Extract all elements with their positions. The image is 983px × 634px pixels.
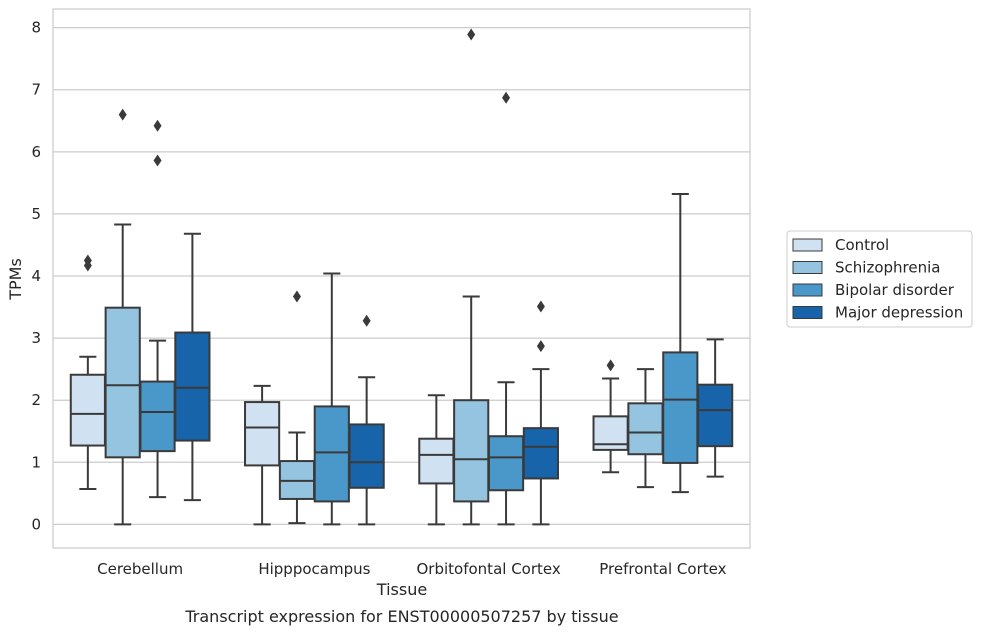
x-tick-label: Prefrontal Cortex xyxy=(599,560,726,578)
box xyxy=(487,435,525,492)
box-group xyxy=(522,300,559,526)
box-group xyxy=(348,314,385,526)
legend-label: Control xyxy=(835,236,889,254)
outlier-point xyxy=(536,300,545,313)
outlier-point xyxy=(502,91,511,104)
box xyxy=(418,437,455,485)
legend-swatch xyxy=(792,283,823,297)
x-tick-label: Orbitofontal Cortex xyxy=(417,560,561,578)
outlier-point xyxy=(83,259,92,272)
y-tick-label: 6 xyxy=(31,143,41,161)
box-group xyxy=(487,91,525,526)
legend-label: Major depression xyxy=(835,304,963,322)
legend-label: Bipolar disorder xyxy=(835,281,955,299)
y-axis-ticks: 0 1 2 3 4 5 6 7 8 xyxy=(31,19,41,534)
legend-swatch xyxy=(792,238,823,252)
outlier-point xyxy=(362,314,371,327)
box xyxy=(69,373,106,447)
outlier-point xyxy=(467,28,476,41)
box xyxy=(697,383,734,448)
box-group xyxy=(244,384,281,526)
x-axis-label: Tissue xyxy=(376,580,427,599)
outlier-point xyxy=(536,340,545,353)
x-axis-ticks: Cerebellum Hipppocampus Orbitofontal Corte… xyxy=(97,560,726,578)
x-tick-label: Hipppocampus xyxy=(258,560,370,578)
outlier-point xyxy=(153,154,162,167)
legend: Control Schizophrenia Bipolar disorder Majo… xyxy=(786,230,973,328)
y-tick-label: 2 xyxy=(31,391,41,409)
outlier-point xyxy=(292,290,301,303)
y-tick-label: 3 xyxy=(31,329,41,347)
outlier-point xyxy=(153,119,162,132)
legend-entries: Control Schizophrenia Bipolar disorder Majo… xyxy=(792,236,963,322)
y-axis-label: TPMs xyxy=(6,258,25,301)
box xyxy=(174,331,211,442)
box xyxy=(244,401,281,467)
box-group xyxy=(174,232,211,502)
y-tick-label: 1 xyxy=(31,453,41,471)
outlier-point xyxy=(606,359,615,372)
box xyxy=(104,306,141,459)
box-group xyxy=(139,119,176,499)
x-tick-label: Cerebellum xyxy=(97,560,183,578)
box-group xyxy=(627,368,664,489)
y-tick-label: 8 xyxy=(31,19,41,37)
box xyxy=(627,402,664,456)
y-tick-label: 7 xyxy=(31,81,41,99)
chart-caption: Transcript expression for ENST0000050725… xyxy=(184,607,618,626)
box xyxy=(348,423,385,489)
box-group xyxy=(278,290,316,525)
box xyxy=(453,399,490,503)
box xyxy=(662,351,699,464)
y-tick-label: 5 xyxy=(31,205,41,223)
boxes xyxy=(69,28,734,526)
box xyxy=(139,380,176,453)
plot-area-frame xyxy=(52,8,751,549)
box-group xyxy=(313,272,350,526)
y-tick-label: 0 xyxy=(31,515,41,533)
box-group xyxy=(592,359,629,474)
box-group xyxy=(697,338,734,478)
box-group xyxy=(662,193,699,494)
legend-frame xyxy=(786,230,973,328)
box-group xyxy=(418,394,455,526)
box xyxy=(313,405,350,503)
legend-swatch xyxy=(792,261,823,274)
y-tick-label: 4 xyxy=(31,267,41,285)
box-group xyxy=(69,254,106,491)
legend-label: Schizophrenia xyxy=(835,259,940,277)
outlier-point xyxy=(118,108,127,121)
box-group xyxy=(453,28,490,526)
legend-swatch xyxy=(792,306,823,319)
box xyxy=(522,427,559,480)
